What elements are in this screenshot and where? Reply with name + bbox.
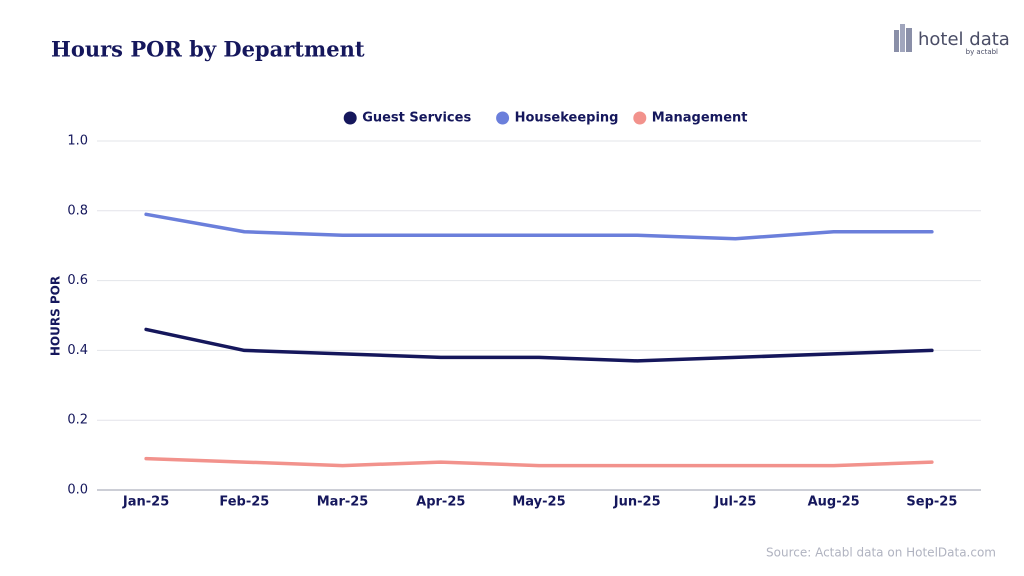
y-tick-label: 0.4 xyxy=(67,343,88,358)
logo-text: hotel data xyxy=(918,29,1010,50)
x-tick-label: Jul-25 xyxy=(713,495,756,510)
legend-label: Management xyxy=(652,111,748,126)
x-tick-label: Sep-25 xyxy=(906,495,957,510)
x-tick-label: Feb-25 xyxy=(219,495,269,510)
logo: hotel data by actabl xyxy=(894,24,1010,56)
x-tick-label: Aug-25 xyxy=(808,495,860,510)
y-tick-label: 0.6 xyxy=(67,273,88,288)
x-tick-label: Apr-25 xyxy=(416,495,465,510)
legend-marker xyxy=(496,111,510,125)
legend-label: Guest Services xyxy=(362,111,471,126)
logo-icon xyxy=(894,30,899,52)
y-tick-label: 0.0 xyxy=(67,483,88,498)
legend-marker xyxy=(633,111,647,125)
x-tick-label: Mar-25 xyxy=(317,495,369,510)
x-tick-label: Jun-25 xyxy=(613,495,661,510)
y-axis-label: HOURS POR xyxy=(49,276,63,356)
source: Source: Actabl data on HotelData.com xyxy=(766,546,996,560)
line xyxy=(144,456,934,468)
x-tick-label: Jan-25 xyxy=(122,495,169,510)
y-tick-label: 0.2 xyxy=(67,413,88,428)
line xyxy=(144,327,934,363)
y-tick-label: 0.8 xyxy=(67,203,88,218)
line xyxy=(144,212,934,241)
legend-label: Housekeeping xyxy=(515,111,619,126)
logo-by: by actabl xyxy=(966,48,998,56)
logo-icon xyxy=(900,24,905,52)
y-tick-label: 1.0 xyxy=(67,134,88,149)
legend-marker xyxy=(343,111,357,125)
logo-icon xyxy=(906,28,912,52)
chart-title: Hours POR by Department xyxy=(51,37,365,62)
x-tick-label: May-25 xyxy=(512,495,565,510)
